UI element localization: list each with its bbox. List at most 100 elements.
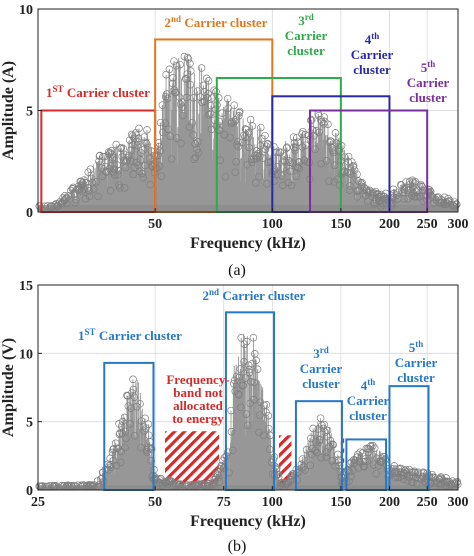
spectrum-point — [62, 194, 70, 202]
label-superscript: ST — [85, 327, 96, 337]
spectrum-point — [252, 356, 260, 365]
spectrum-point — [307, 434, 315, 443]
spectrum-point — [108, 150, 116, 159]
spectrum-point — [129, 375, 137, 384]
spectrum-point — [84, 481, 92, 489]
spectrum-point — [239, 381, 247, 390]
spectrum-point — [262, 401, 271, 409]
spectrum-point — [130, 163, 139, 172]
carrier-cluster-label: 3rd Carrier cluster — [285, 12, 328, 58]
spectrum-point — [415, 182, 424, 190]
spectrum-point — [117, 143, 126, 152]
spectrum-point — [110, 445, 118, 453]
spectrum-point — [306, 461, 315, 470]
spectrum-point — [315, 436, 324, 445]
spectrum-point — [322, 157, 331, 165]
spectrum-point — [120, 413, 129, 422]
spectrum-point — [358, 178, 366, 187]
spectrum-point — [280, 152, 288, 160]
spectrum-point — [380, 452, 389, 461]
carrier-cluster-label: 4th Carrier cluster — [351, 31, 394, 77]
spectrum-point — [122, 158, 130, 166]
spectrum-point — [325, 442, 333, 451]
spectrum-point — [291, 146, 299, 155]
spectrum-point — [197, 64, 206, 72]
label-line: 2 — [203, 288, 210, 303]
spectrum-point — [117, 458, 125, 467]
spectrum-point — [240, 131, 248, 139]
spectrum-point — [147, 457, 155, 465]
y-tick-label: 0 — [26, 484, 33, 499]
spectrum-point — [109, 153, 117, 162]
label-line: cluster — [409, 90, 447, 105]
panel-b-caption: (b) — [228, 538, 247, 555]
spectrum-point — [241, 374, 250, 382]
spectrum-point — [202, 74, 211, 83]
spectrum-point — [141, 414, 149, 423]
spectrum-point — [240, 340, 249, 348]
spectrum-point — [317, 453, 325, 462]
spectrum-point — [131, 432, 139, 440]
spectrum-point — [142, 424, 150, 432]
spectrum-point — [162, 70, 170, 79]
spectrum-point — [264, 411, 273, 420]
spectrum-point — [186, 59, 194, 68]
spectrum-point — [194, 149, 203, 157]
spectrum-point — [414, 468, 422, 476]
spectrum-point — [418, 182, 426, 190]
x-tick-label: 250 — [417, 217, 438, 232]
spectrum-point — [64, 481, 72, 489]
spectrum-point — [237, 403, 245, 412]
spectrum-point — [85, 187, 93, 195]
spectrum-point — [270, 177, 279, 185]
spectrum-point — [233, 141, 241, 149]
spectrum-point — [251, 179, 260, 187]
spectrum-point — [346, 182, 354, 190]
spectrum-point — [140, 133, 148, 141]
spectrum-point — [276, 148, 284, 156]
spectrum-point — [290, 139, 299, 147]
spectrum-point — [92, 178, 100, 186]
spectrum-point — [139, 146, 147, 154]
spectrum-point — [363, 197, 372, 205]
spectrum-point — [158, 101, 167, 109]
spectrum-point — [402, 468, 411, 476]
spectrum-point — [133, 137, 142, 146]
spectrum-point — [126, 157, 135, 165]
spectrum-point — [118, 417, 127, 426]
spectrum-point — [358, 449, 367, 457]
axes-frame — [37, 284, 459, 491]
spectrum-point — [314, 111, 323, 120]
spectrum-point — [182, 75, 190, 83]
spectrum-point — [157, 172, 166, 180]
spectrum-point — [95, 157, 103, 166]
spectrum-point — [256, 142, 265, 150]
spectrum-point — [203, 94, 212, 102]
spectrum-point — [234, 142, 243, 151]
spectrum-point — [242, 410, 251, 418]
spectrum-point — [453, 200, 461, 209]
spectrum-point — [445, 197, 453, 206]
spectrum-point — [108, 448, 117, 457]
spectrum-point — [287, 181, 296, 190]
spectrum-point — [331, 129, 340, 137]
spectrum-point — [146, 180, 154, 189]
spectrum-point — [302, 445, 311, 454]
spectrum-point — [223, 448, 232, 456]
spectrum-point — [235, 391, 243, 399]
spectrum-point — [253, 365, 262, 374]
spectrum-point — [178, 103, 186, 111]
spectrum-point — [273, 170, 282, 178]
spectrum-point — [80, 176, 88, 184]
spectrum-point — [442, 482, 451, 490]
spectrum-point — [320, 113, 329, 121]
spectrum-point — [223, 94, 232, 103]
spectrum-point — [168, 79, 177, 88]
label-superscript: rd — [320, 345, 329, 355]
spectrum-point — [236, 107, 244, 116]
spectrum-point — [167, 155, 176, 163]
spectrum-point — [281, 157, 289, 166]
spectrum-point — [128, 388, 136, 397]
spectrum-point — [193, 145, 201, 154]
carrier-cluster-label: 2nd Carrier cluster — [165, 14, 268, 30]
